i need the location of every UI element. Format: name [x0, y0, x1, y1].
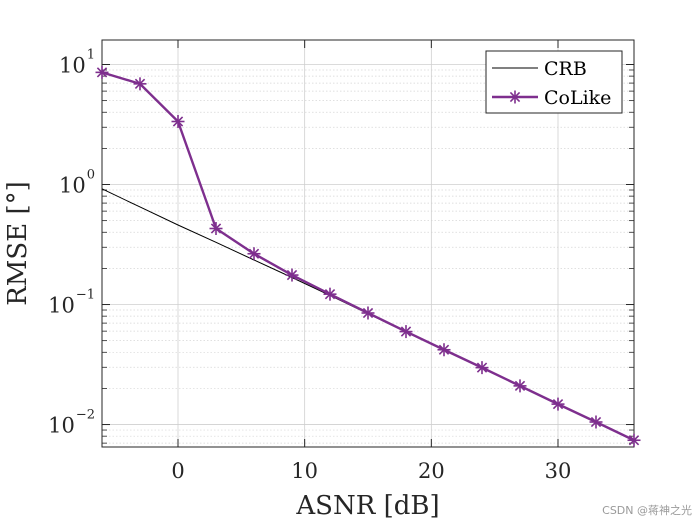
y-tick-exponent: −1: [76, 288, 95, 303]
asterisk-stroke: [628, 435, 640, 446]
y-axis-label: RMSE [°]: [3, 181, 33, 306]
series: [95, 65, 641, 447]
x-tick-label: 0: [171, 459, 184, 483]
asterisk-stroke: [476, 362, 488, 373]
y-tick-exponent: −2: [76, 408, 95, 423]
asterisk-stroke: [514, 380, 526, 392]
x-tick-label: 20: [418, 459, 445, 483]
data-point-colike: [475, 361, 489, 375]
y-tick-base: 10: [48, 294, 75, 318]
legend-label-crb: CRB: [544, 58, 587, 80]
asterisk-stroke: [172, 116, 184, 127]
asterisk-stroke: [248, 248, 260, 259]
asterisk-stroke: [438, 344, 450, 355]
asterisk-stroke: [96, 67, 108, 78]
legend-box: [485, 50, 623, 114]
data-point-colike: [399, 325, 413, 339]
asterisk-stroke: [134, 78, 146, 90]
data-point-colike: [323, 287, 337, 301]
data-point-colike: [513, 379, 527, 393]
data-point-colike: [589, 415, 603, 429]
asterisk-stroke: [210, 223, 222, 234]
y-tick-base: 10: [59, 53, 86, 77]
asterisk-stroke: [362, 307, 374, 319]
data-point-colike: [247, 247, 261, 261]
x-tick-label: 10: [291, 459, 318, 483]
y-tick-base: 10: [59, 174, 86, 198]
data-point-colike: [627, 433, 641, 447]
y-tick-exponent: 1: [87, 47, 95, 62]
y-tick-base: 10: [48, 414, 75, 438]
data-point-colike: [171, 115, 185, 129]
data-point-colike: [95, 65, 109, 79]
asterisk-stroke: [286, 269, 298, 281]
legend: CRB CoLike: [485, 50, 623, 114]
asterisk-stroke: [552, 398, 564, 410]
data-point-colike: [133, 77, 147, 91]
x-axis-label: ASNR [dB]: [295, 491, 439, 521]
asterisk-stroke: [590, 416, 602, 428]
x-tick-labels: 0 10 20 30: [171, 459, 571, 483]
data-point-colike: [437, 343, 451, 357]
asterisk-stroke: [324, 289, 336, 300]
y-tick-label: −110: [48, 288, 95, 318]
data-point-colike: [551, 397, 565, 411]
legend-label-colike: CoLike: [544, 87, 611, 109]
asterisk-stroke: [509, 91, 521, 103]
data-point-colike: [209, 222, 223, 236]
data-point-colike: [285, 268, 299, 282]
watermark: CSDN @蒋神之光: [602, 503, 692, 517]
y-tick-label: 010: [59, 168, 95, 198]
data-point-colike: [361, 306, 375, 320]
x-tick-label: 30: [545, 459, 572, 483]
plot-area: [101, 39, 635, 448]
axis-ticks: [102, 40, 634, 447]
y-tick-label: 110: [59, 47, 95, 77]
asterisk-stroke: [400, 326, 412, 337]
y-tick-label: −210: [48, 408, 95, 438]
legend-marker-colike: [508, 90, 522, 104]
y-tick-exponent: 0: [87, 168, 95, 183]
